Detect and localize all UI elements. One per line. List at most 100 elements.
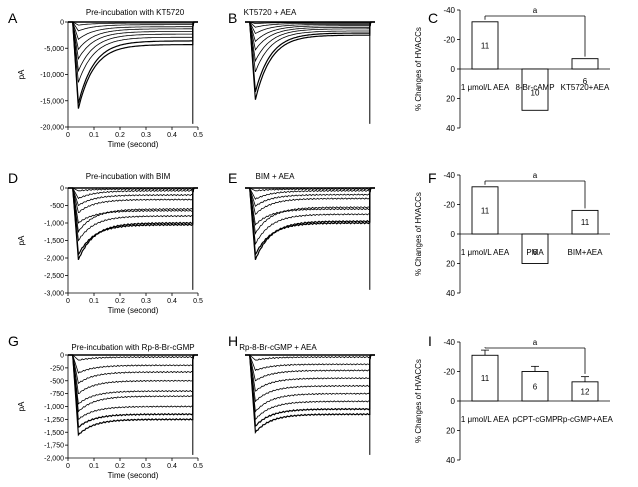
x-tick-label: 0: [66, 298, 70, 305]
current-trace: [68, 21, 198, 28]
y-tick-label: -500: [50, 378, 64, 385]
y-tick-label: -20: [443, 368, 455, 377]
current-trace: [68, 187, 198, 257]
x-tick-label: 0.4: [167, 132, 177, 139]
panel-letter-A: A: [8, 10, 18, 26]
category-label: 1 μmol/L AEA: [461, 83, 510, 92]
x-tick-label: 0.3: [141, 132, 151, 139]
current-trace: [245, 187, 375, 246]
current-trace: [245, 354, 375, 392]
panel-letter-E: E: [228, 170, 237, 186]
y-tick-label: -20: [443, 36, 455, 45]
x-axis-label: Time (second): [108, 140, 159, 149]
y-tick-label: 40: [446, 124, 455, 133]
y-tick-label: -3,000: [44, 291, 64, 298]
current-trace: [245, 21, 375, 28]
category-label: BIM+AEA: [568, 248, 604, 257]
current-trace: [68, 187, 198, 242]
bar-2: [521, 371, 549, 402]
current-trace: [245, 187, 375, 257]
current-trace: [245, 354, 375, 413]
bar-2: [521, 233, 549, 264]
significance-mark: a: [533, 6, 538, 15]
x-tick-label: 0.1: [89, 463, 99, 470]
category-label: 8-Br-cAMP: [515, 83, 554, 92]
current-trace: [68, 187, 198, 194]
bar-panel-F: -40 -20 0 20 40 % Changes of HVACCs 11 1 μmol/L…: [414, 171, 610, 298]
current-trace: [68, 21, 198, 60]
y-tick-label: 0: [451, 397, 456, 406]
sample-size-label: 6: [533, 248, 538, 257]
current-trace: [68, 187, 198, 207]
current-trace: [245, 187, 375, 207]
current-trace: [245, 354, 375, 361]
y-tick-label: -2,000: [44, 256, 64, 263]
category-label: 1 μmol/L AEA: [461, 248, 510, 257]
trace-panel-A: Pre-incubation with KT5720 0 -5,000 -10,000…: [17, 8, 203, 149]
x-tick-label: 0.2: [115, 463, 125, 470]
current-trace: [68, 354, 198, 428]
current-trace: [245, 354, 375, 372]
y-axis-label: % Changes of HVACCs: [414, 192, 423, 276]
current-trace: [68, 354, 198, 384]
panel-letter-F: F: [428, 170, 437, 186]
y-tick-label: -5,000: [44, 46, 64, 53]
y-tick-label: -1,250: [44, 417, 64, 424]
y-tick-label: 40: [446, 289, 455, 298]
y-tick-label: -40: [443, 6, 455, 15]
x-tick-label: 0.2: [115, 132, 125, 139]
x-tick-label: 0.1: [89, 298, 99, 305]
current-trace: [245, 354, 375, 435]
panel-letter-H: H: [228, 333, 238, 349]
y-tick-label: 20: [446, 427, 455, 436]
current-trace: [245, 187, 375, 226]
current-trace: [245, 21, 375, 100]
current-trace: [68, 354, 198, 413]
x-tick-label: 0: [66, 463, 70, 470]
current-trace: [245, 354, 375, 403]
y-tick-label: -1,000: [44, 221, 64, 228]
panel-title: KT5720 + AEA: [244, 8, 297, 17]
bar-panel-C: -40 -20 0 20 40 % Changes of HVACCs 11 1 μmol/L…: [414, 6, 610, 133]
x-axis-label: Time (second): [108, 471, 159, 480]
panel-title: BIM + AEA: [256, 172, 296, 181]
current-trace: [245, 354, 375, 421]
panel-title: Rp-8-Br-cGMP + AEA: [239, 343, 317, 352]
panel-letter-C: C: [428, 10, 438, 26]
y-axis-label: pA: [17, 235, 26, 245]
sample-size-label: 11: [581, 218, 590, 227]
bar-1: [471, 21, 499, 70]
y-tick-label: -1,500: [44, 238, 64, 245]
y-tick-label: -20: [443, 201, 455, 210]
current-trace: [68, 354, 198, 405]
current-trace: [245, 187, 375, 200]
significance-mark: a: [533, 338, 538, 347]
x-tick-label: 0.5: [193, 132, 203, 139]
trace-panel-H: Rp-8-Br-cGMP + AEA: [239, 343, 375, 455]
y-tick-label: -20,000: [40, 125, 64, 132]
significance-mark: a: [533, 171, 538, 180]
current-trace: [68, 21, 198, 51]
y-axis-label: pA: [17, 401, 26, 411]
current-trace: [245, 187, 375, 235]
panel-title: Pre-incubation with Rp-8-Br-cGMP: [71, 343, 194, 352]
current-trace: [245, 354, 375, 428]
panel-letter-G: G: [8, 333, 19, 349]
current-trace: [68, 187, 198, 234]
bar-3: [571, 209, 599, 235]
current-trace: [245, 21, 375, 35]
bar-1: [471, 354, 499, 402]
current-trace: [68, 354, 198, 395]
y-tick-label: -15,000: [40, 98, 64, 105]
y-tick-label: 0: [451, 65, 456, 74]
y-tick-label: -40: [443, 338, 455, 347]
trace-panel-D: Pre-incubation with BIM 0 -500 -1,000 -1,500…: [17, 172, 203, 315]
category-label: 1 μmol/L AEA: [461, 415, 510, 424]
y-tick-label: 40: [446, 456, 455, 465]
current-trace: [68, 187, 198, 214]
current-trace: [245, 21, 375, 92]
y-tick-label: 0: [60, 186, 64, 193]
x-tick-label: 0.3: [141, 463, 151, 470]
x-tick-label: 0.2: [115, 298, 125, 305]
